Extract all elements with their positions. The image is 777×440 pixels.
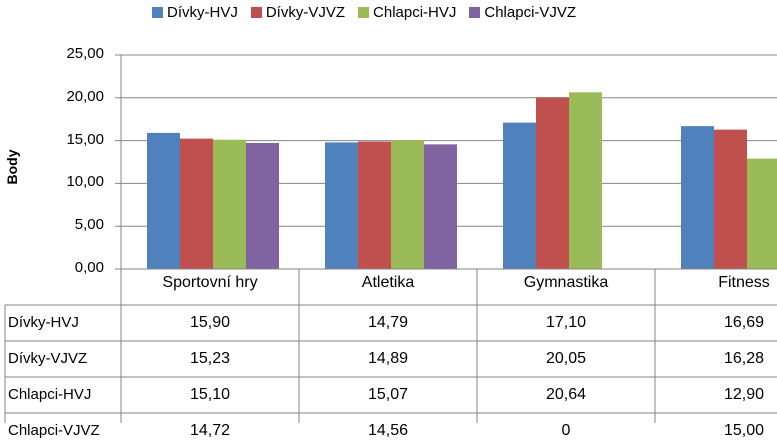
table-cell: 0 (561, 422, 571, 439)
table-cell: 15,07 (367, 386, 409, 403)
bar-1-2 (536, 97, 569, 269)
table-cell: 15,23 (189, 350, 231, 367)
y-axis-label: Body (4, 149, 20, 185)
bar-0-0 (147, 132, 180, 269)
table-cell: 15,10 (189, 386, 231, 403)
legend-swatch (469, 6, 481, 18)
table-cell: 16,69 (723, 314, 765, 331)
legend-item: Chlapci-VJVZ (469, 4, 576, 21)
y-tick-label: 0,00 (74, 259, 104, 276)
legend-swatch (250, 6, 262, 18)
table-cell: 15,90 (189, 314, 231, 331)
table-row-label: Chlapci-VJVZ (8, 422, 100, 439)
legend-label: Dívky-HVJ (167, 3, 238, 21)
legend-swatch (152, 6, 163, 18)
bar-1-0 (180, 138, 213, 269)
category-label: Gymnastika (523, 274, 609, 291)
bar-2-3 (747, 158, 777, 269)
table-cell: 20,05 (545, 350, 587, 367)
y-tick-label: 20,00 (66, 87, 104, 105)
legend-label: Chlapci-VJVZ (484, 3, 577, 21)
table-cell: 14,56 (367, 422, 409, 439)
bar-1-1 (358, 141, 391, 269)
bar-1-3 (714, 129, 747, 269)
bar-2-2 (569, 92, 602, 270)
chart (4, 54, 777, 423)
table-cell: 14,72 (189, 422, 231, 439)
legend-swatch (358, 6, 370, 18)
table-cell: 14,89 (367, 350, 409, 367)
bar-0-1 (325, 142, 358, 269)
y-tick-label: 10,00 (66, 173, 104, 191)
legend-item: Chlapci-HVJ (358, 4, 456, 21)
category-label: Atletika (361, 274, 415, 291)
bar-3-1 (424, 144, 457, 269)
category-label: Fitness (718, 274, 770, 291)
bar-2-0 (213, 139, 246, 269)
legend-item: Dívky-HVJ (152, 4, 238, 21)
category-label: Sportovní hry (162, 274, 258, 291)
bar-0-3 (681, 126, 714, 269)
table-row-label: Dívky-VJVZ (8, 350, 88, 367)
table-cell: 15,00 (723, 422, 765, 439)
legend-label: Dívky-VJVZ (265, 3, 346, 21)
table-row-label: Chlapci-HVJ (8, 386, 92, 403)
bar-3-0 (246, 142, 279, 269)
y-tick-label: 5,00 (74, 216, 104, 234)
legend: Dívky-HVJ Dívky-VJVZ Chlapci-HVJ Chlapci-VJ… (152, 0, 589, 24)
table-cell: 16,28 (723, 350, 765, 367)
table-cell: 12,90 (723, 386, 765, 403)
bar-0-2 (503, 122, 536, 270)
legend-label: Chlapci-HVJ (373, 3, 457, 21)
legend-item: Dívky-VJVZ (250, 3, 346, 21)
y-tick-label: 25,00 (66, 45, 104, 62)
y-tick-label: 15,00 (66, 130, 104, 148)
table-cell: 20,64 (545, 386, 587, 403)
table-row-label: Dívky-HVJ (8, 314, 79, 331)
table-cell: 14,79 (367, 314, 409, 331)
bar-2-1 (391, 140, 424, 269)
table-cell: 17,10 (545, 314, 587, 331)
